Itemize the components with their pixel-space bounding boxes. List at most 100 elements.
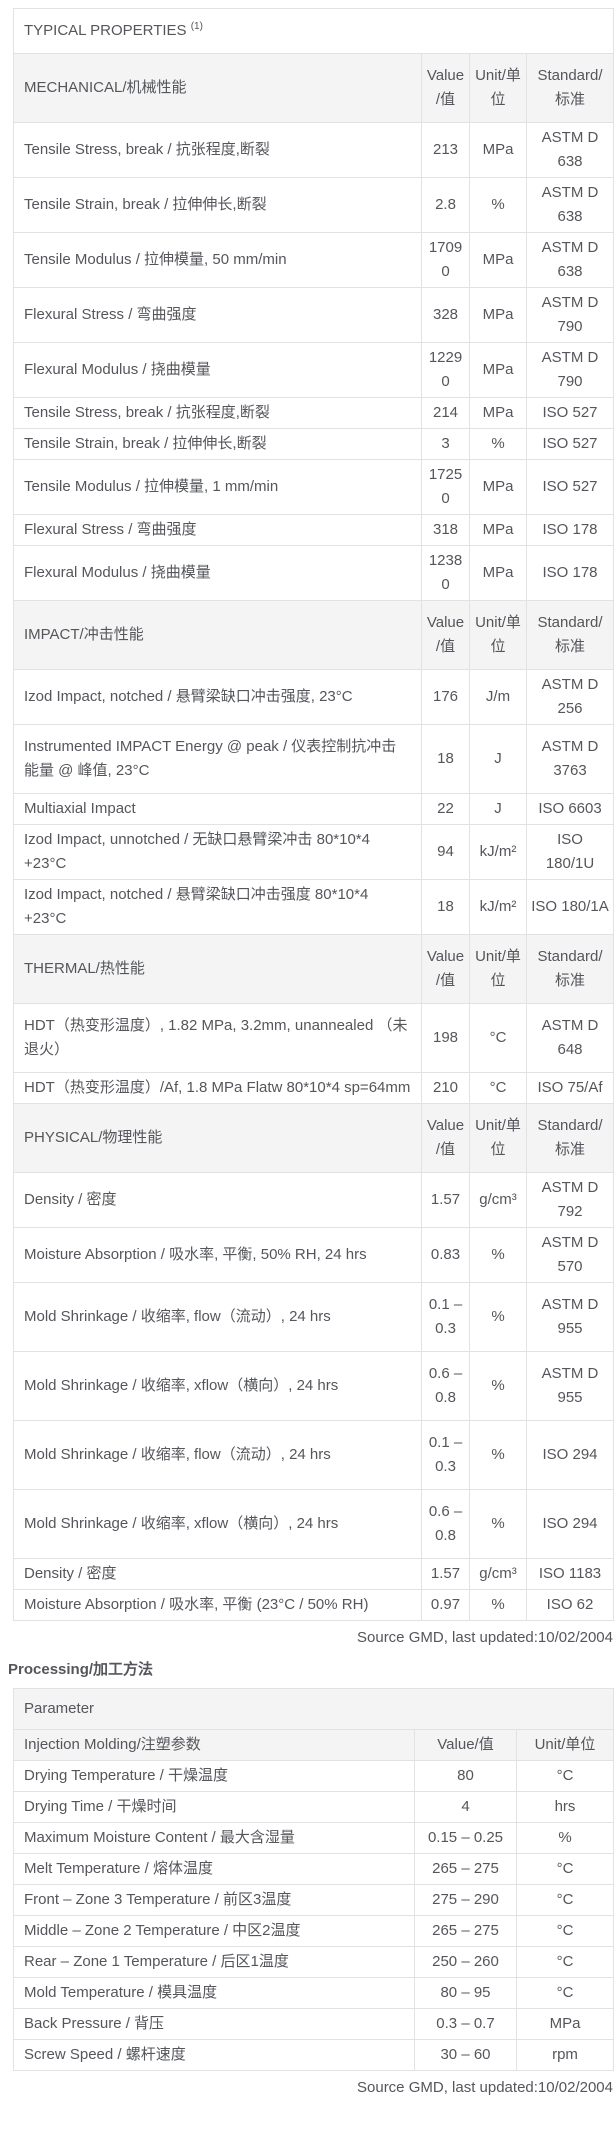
- value-cell: 2.8: [421, 177, 470, 233]
- col-header-value: Value/值: [421, 53, 470, 123]
- unit-cell: %: [469, 428, 527, 460]
- value-cell: 0.3 – 0.7: [414, 2008, 517, 2040]
- property-cell: Tensile Stress, break / 抗张程度,断裂: [13, 122, 422, 178]
- col-header-value: Value/值: [421, 1103, 470, 1173]
- unit-cell: °C: [516, 1760, 614, 1792]
- property-row: Tensile Strain, break / 拉伸伸长,断裂 3% ISO 527: [13, 428, 615, 460]
- value-cell: 213: [421, 122, 470, 178]
- property-row: Izod Impact, notched / 悬臂梁缺口冲击强度 80*10*4…: [13, 879, 615, 935]
- unit-cell: rpm: [516, 2039, 614, 2071]
- property-row: Mold Shrinkage / 收缩率, xflow（横向）, 24 hrs 0…: [13, 1351, 615, 1421]
- value-cell: 18: [421, 724, 470, 794]
- table-title-footnote: (1): [190, 21, 203, 32]
- section-header-row: IMPACT/冲击性能 Value/值 Unit/单位 Standard/标准: [13, 600, 615, 670]
- value-cell: 94: [421, 824, 470, 880]
- parameter-cell: Front – Zone 3 Temperature / 前区3温度: [13, 1884, 415, 1916]
- table-title-text: TYPICAL PROPERTIES: [24, 22, 187, 39]
- parameter-header-row: Parameter: [13, 1688, 614, 1730]
- property-cell: Tensile Modulus / 拉伸模量, 1 mm/min: [13, 459, 422, 515]
- value-cell: 22: [421, 793, 470, 825]
- value-cell: 0.1 – 0.3: [421, 1282, 470, 1352]
- value-cell: 210: [421, 1072, 470, 1104]
- value-cell: 80 – 95: [414, 1977, 517, 2009]
- property-cell: Izod Impact, notched / 悬臂梁缺口冲击强度 80*10*4…: [13, 879, 422, 935]
- standard-cell: ASTM D 792: [525, 1172, 615, 1228]
- property-row: Flexural Stress / 弯曲强度 328 MPa ASTM D 790: [13, 287, 615, 343]
- unit-cell: J: [469, 724, 527, 794]
- unit-cell: g/cm³: [469, 1172, 527, 1228]
- source-note-top: Source GMD, last updated:10/02/2004: [357, 1629, 613, 1646]
- unit-cell: %: [469, 1227, 527, 1283]
- parameter-cell: Back Pressure / 背压: [13, 2008, 415, 2040]
- unit-cell: °C: [516, 1915, 614, 1947]
- unit-cell: °C: [516, 1946, 614, 1978]
- property-row: Izod Impact, notched / 悬臂梁缺口冲击强度, 23°C 17…: [13, 669, 615, 725]
- section-label: THERMAL/热性能: [13, 934, 422, 1004]
- parameter-cell: Drying Time / 干燥时间: [13, 1791, 415, 1823]
- value-cell: 18: [421, 879, 470, 935]
- col-header-unit: Unit/单位: [469, 53, 527, 123]
- standard-cell: ASTM D 955: [525, 1282, 615, 1352]
- value-cell: 3: [421, 428, 470, 460]
- value-cell: 265 – 275: [414, 1853, 517, 1885]
- unit-cell: g/cm³: [469, 1558, 527, 1590]
- unit-cell: %: [469, 1351, 527, 1421]
- property-row: Flexural Modulus / 挠曲模量 12290 MPa ASTM D 79…: [13, 342, 615, 398]
- standard-cell: ISO 178: [525, 545, 615, 601]
- unit-cell: hrs: [516, 1791, 614, 1823]
- parameter-header: Parameter: [13, 1688, 614, 1730]
- property-cell: Tensile Modulus / 拉伸模量, 50 mm/min: [13, 232, 422, 288]
- col-header-standard: Standard/标准: [525, 600, 615, 670]
- standard-cell: ISO 1183: [525, 1558, 615, 1590]
- unit-cell: MPa: [469, 545, 527, 601]
- processing-row: Rear – Zone 1 Temperature / 后区1温度 250 – 2…: [13, 1946, 614, 1978]
- unit-cell: kJ/m²: [469, 879, 527, 935]
- processing-row: Drying Time / 干燥时间 4 hrs: [13, 1791, 614, 1823]
- property-row: Tensile Stress, break / 抗张程度,断裂 214 MPa ISO…: [13, 397, 615, 429]
- unit-cell: %: [469, 1282, 527, 1352]
- property-cell: Flexural Modulus / 挠曲模量: [13, 545, 422, 601]
- value-cell: 198: [421, 1003, 470, 1073]
- property-cell: Multiaxial Impact: [13, 793, 422, 825]
- property-row: Mold Shrinkage / 收缩率, flow（流动）, 24 hrs 0.…: [13, 1282, 615, 1352]
- property-cell: Tensile Strain, break / 拉伸伸长,断裂: [13, 177, 422, 233]
- processing-row: Maximum Moisture Content / 最大含湿量 0.15 – 0…: [13, 1822, 614, 1854]
- unit-cell: °C: [469, 1072, 527, 1104]
- unit-cell: J: [469, 793, 527, 825]
- processing-group-label: Injection Molding/注塑参数: [13, 1729, 415, 1761]
- property-row: Moisture Absorption / 吸水率, 平衡 (23°C / 50…: [13, 1589, 615, 1621]
- value-cell: 250 – 260: [414, 1946, 517, 1978]
- property-row: Multiaxial Impact 22 J ISO 6603: [13, 793, 615, 825]
- unit-cell: MPa: [516, 2008, 614, 2040]
- property-row: Tensile Modulus / 拉伸模量, 50 mm/min 17090 MP…: [13, 232, 615, 288]
- standard-cell: ASTM D 638: [525, 232, 615, 288]
- standard-cell: ASTM D 790: [525, 287, 615, 343]
- property-row: Tensile Strain, break / 拉伸伸长,断裂 2.8% ASTM …: [13, 177, 615, 233]
- property-cell: Mold Shrinkage / 收缩率, flow（流动）, 24 hrs: [13, 1420, 422, 1490]
- unit-cell: °C: [469, 1003, 527, 1073]
- processing-group-header-row: Injection Molding/注塑参数 Value/值 Unit/单位: [13, 1729, 614, 1761]
- value-cell: 328: [421, 287, 470, 343]
- unit-cell: %: [469, 177, 527, 233]
- property-row: Tensile Stress, break / 抗张程度,断裂 213 MPa AST…: [13, 122, 615, 178]
- property-row: Density / 密度 1.57 g/cm³ ASTM D 792: [13, 1172, 615, 1228]
- value-cell: 0.83: [421, 1227, 470, 1283]
- section-label: PHYSICAL/物理性能: [13, 1103, 422, 1173]
- unit-cell: °C: [516, 1884, 614, 1916]
- value-cell: 176: [421, 669, 470, 725]
- value-cell: 1.57: [421, 1558, 470, 1590]
- value-cell: 214: [421, 397, 470, 429]
- value-cell: 12380: [421, 545, 470, 601]
- property-cell: Density / 密度: [13, 1172, 422, 1228]
- col-header-standard: Standard/标准: [525, 53, 615, 123]
- value-cell: 275 – 290: [414, 1884, 517, 1916]
- property-row: HDT（热变形温度）/Af, 1.8 MPa Flatw 80*10*4 sp=…: [13, 1072, 615, 1104]
- standard-cell: ASTM D 955: [525, 1351, 615, 1421]
- processing-heading: Processing/加工方法: [8, 1661, 154, 1678]
- unit-cell: °C: [516, 1853, 614, 1885]
- processing-row: Back Pressure / 背压 0.3 – 0.7 MPa: [13, 2008, 614, 2040]
- unit-cell: MPa: [469, 514, 527, 546]
- processing-col-header-value: Value/值: [414, 1729, 517, 1761]
- parameter-cell: Maximum Moisture Content / 最大含湿量: [13, 1822, 415, 1854]
